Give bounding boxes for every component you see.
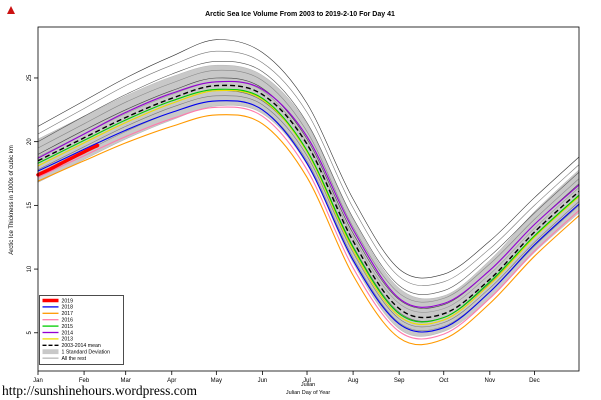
rest-line (37, 39, 580, 279)
x-tick-label: Apr (167, 378, 176, 384)
x-tick-label: Jan (33, 378, 43, 384)
y-tick-label: 5 (27, 330, 33, 334)
series-line-2017 (37, 114, 580, 346)
rest-line (37, 50, 580, 286)
chart-title: Arctic Sea Ice Volume From 2003 to 2019-… (205, 11, 395, 18)
series-line-2013 (37, 89, 580, 326)
legend-label: 2019 (62, 298, 74, 304)
series-line-2018 (37, 100, 580, 333)
series-line-2019 (36, 143, 100, 177)
footer-url[interactable]: http://sunshinehours.wordpress.com (2, 383, 197, 398)
x-tick-label: Mar (121, 378, 131, 384)
x-tick-label: Jul (303, 378, 311, 384)
plot-border (37, 26, 580, 372)
mean-line (37, 84, 580, 319)
x-axis-title-line1: Julian (301, 382, 315, 388)
y-tick-label: 20 (27, 138, 33, 145)
y-tick-label: 10 (27, 265, 33, 272)
x-tick-label: Jun (258, 378, 268, 384)
y-axis-title: Arctic Ice Thickness in 1000s of cubic k… (9, 145, 15, 255)
legend-label: All the rest (62, 356, 87, 362)
legend-label: 2017 (62, 311, 74, 317)
x-tick-label: Oct (439, 378, 449, 384)
rest-line (37, 61, 580, 295)
x-axis-title-line2: Julian Day of Year (286, 390, 331, 396)
x-tick-label: May (211, 378, 222, 384)
x-tick-label: Aug (348, 378, 359, 384)
series-line-2015 (37, 88, 580, 323)
legend-label: 2003-2014 mean (62, 343, 101, 349)
plot-content: Jan Feb Mar Apr May Jun Jul Aug Sep Oct Nov Dec 5 10 1… (27, 26, 580, 384)
legend-label: 2014 (62, 330, 74, 336)
x-tick-label: Dec (529, 378, 540, 384)
rest-line (37, 95, 580, 328)
x-tick-label: Sep (394, 378, 405, 384)
legend-swatch-band (42, 349, 59, 355)
x-tick-label: Feb (79, 378, 90, 384)
legend-label: 2015 (62, 324, 74, 330)
y-tick-label: 25 (27, 74, 33, 81)
series-line-2016 (37, 106, 580, 340)
legend-label: 1 Standard Deviation (62, 350, 111, 356)
legend-label: 2016 (62, 318, 74, 324)
series-line-2014 (37, 80, 580, 308)
legend-label: 2013 (62, 337, 74, 343)
red-corner-mark (7, 6, 15, 14)
rest-line (37, 69, 580, 303)
x-tick-label: Nov (484, 378, 495, 384)
legend-label: 2018 (62, 305, 74, 311)
y-tick-label: 15 (27, 201, 33, 208)
